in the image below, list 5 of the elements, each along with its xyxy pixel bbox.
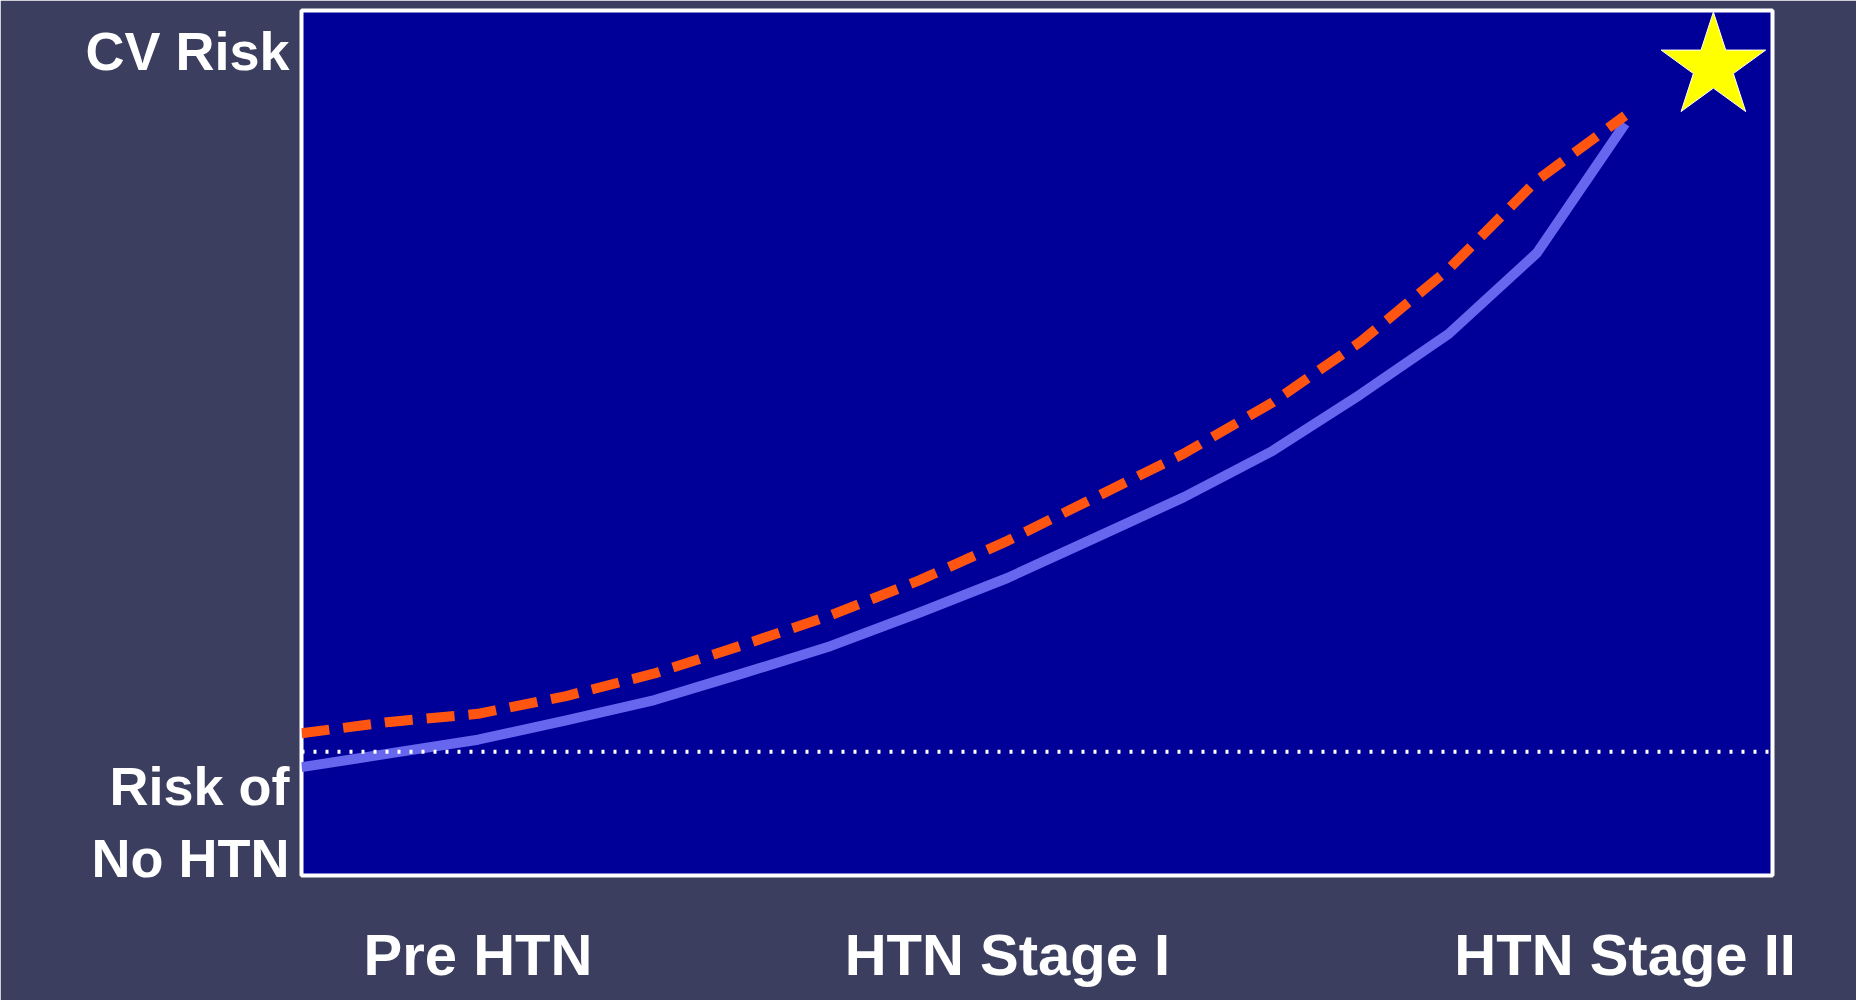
x-tick-label: Pre HTN (363, 921, 593, 987)
y-axis-title: CV Risk (85, 20, 291, 81)
x-tick-label: HTN Stage II (1454, 921, 1796, 987)
ref-line-label: Risk of No HTN (91, 755, 291, 888)
x-tick-label: HTN Stage I (844, 921, 1171, 987)
